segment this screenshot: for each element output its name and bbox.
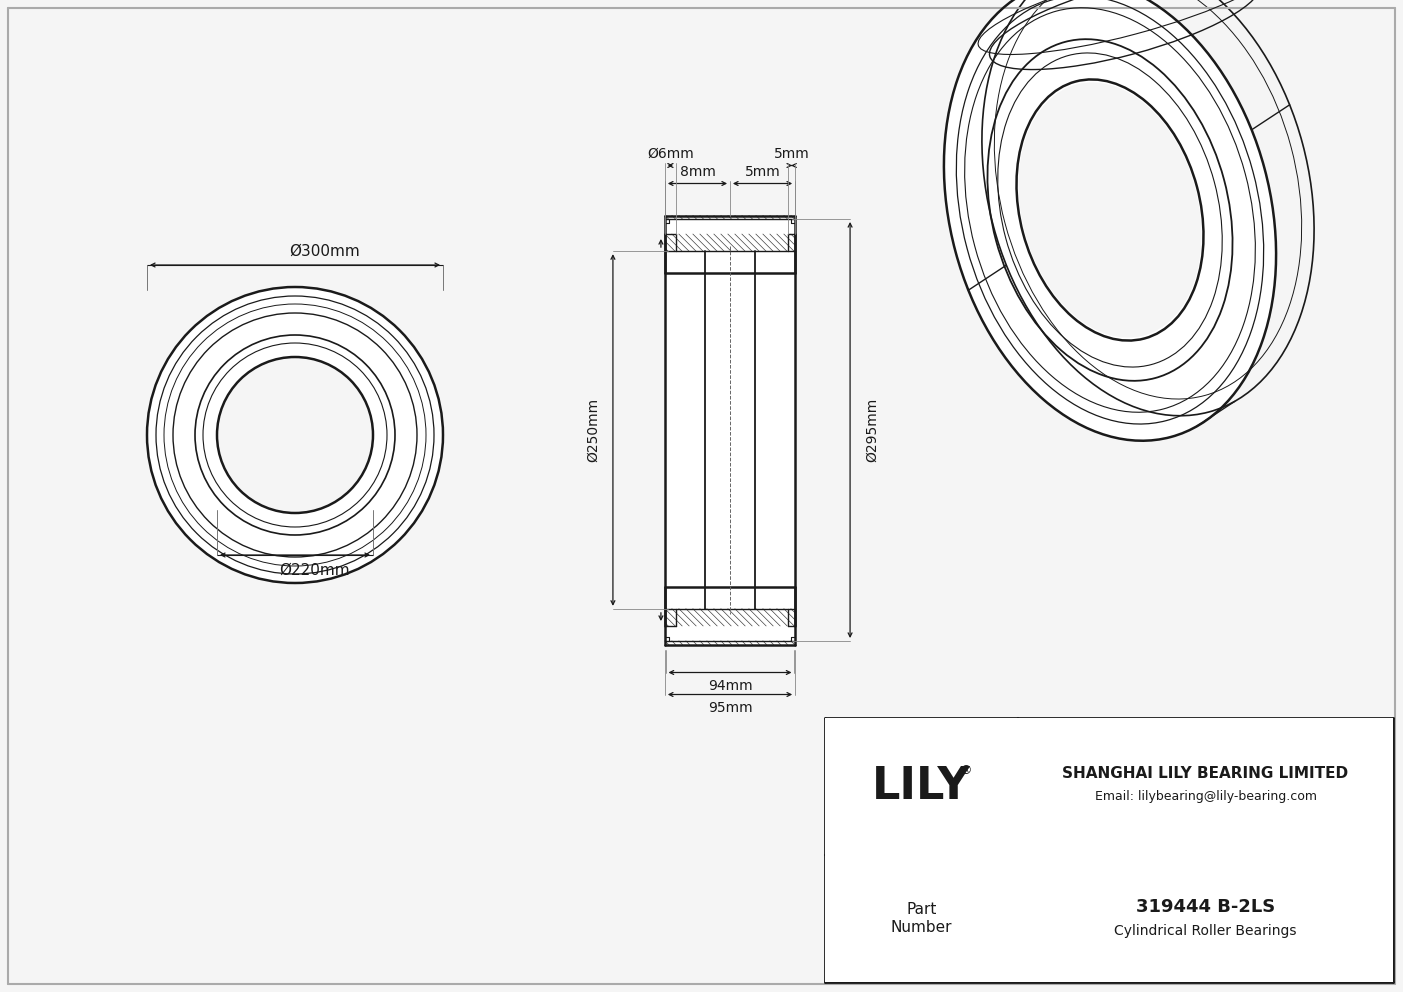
Bar bbox=[825, 718, 1393, 982]
Text: Cylindrical Roller Bearings: Cylindrical Roller Bearings bbox=[1114, 924, 1296, 937]
Text: Ø295mm: Ø295mm bbox=[866, 398, 880, 462]
Text: Ø220mm: Ø220mm bbox=[279, 562, 351, 577]
Text: 5mm: 5mm bbox=[774, 147, 810, 161]
Text: LILY: LILY bbox=[873, 765, 971, 808]
Text: Ø6mm: Ø6mm bbox=[647, 147, 693, 161]
Text: 319444 B-2LS: 319444 B-2LS bbox=[1136, 898, 1275, 916]
Ellipse shape bbox=[1019, 82, 1201, 337]
Ellipse shape bbox=[944, 0, 1277, 440]
Circle shape bbox=[217, 358, 372, 512]
Text: 5mm: 5mm bbox=[745, 165, 780, 179]
Circle shape bbox=[147, 287, 443, 583]
Text: Number: Number bbox=[891, 921, 953, 935]
Text: Ø250mm: Ø250mm bbox=[586, 398, 600, 462]
Text: 8mm: 8mm bbox=[679, 165, 716, 179]
Text: ®: ® bbox=[960, 764, 972, 777]
Text: SHANGHAI LILY BEARING LIMITED: SHANGHAI LILY BEARING LIMITED bbox=[1062, 766, 1348, 781]
Bar bbox=[665, 215, 796, 645]
Text: Email: lilybearing@lily-bearing.com: Email: lilybearing@lily-bearing.com bbox=[1094, 791, 1316, 804]
Text: Ø300mm: Ø300mm bbox=[289, 243, 361, 259]
Text: 95mm: 95mm bbox=[707, 700, 752, 714]
Text: 94mm: 94mm bbox=[707, 679, 752, 692]
Text: Part: Part bbox=[906, 902, 937, 918]
